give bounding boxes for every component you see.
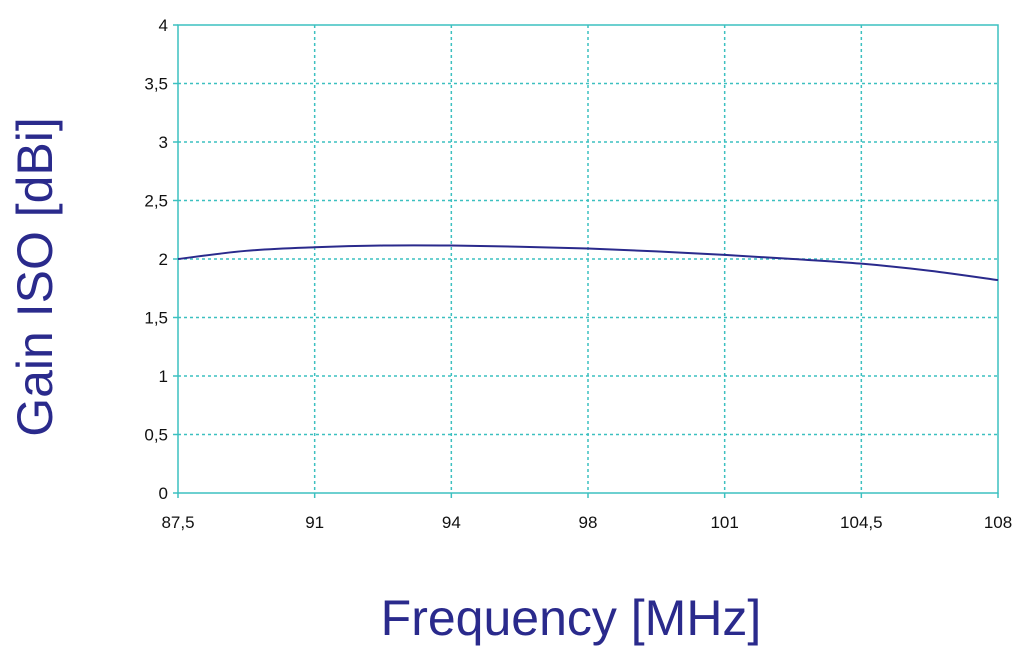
x-tick-label: 91 — [305, 513, 324, 532]
y-tick-label: 3,5 — [144, 75, 168, 94]
y-axis-ticks: 0 0,5 1 1,5 2 2,5 3 3,5 4 — [144, 16, 178, 503]
x-tick-label: 104,5 — [840, 513, 883, 532]
x-tick-label: 94 — [442, 513, 461, 532]
y-tick-label: 0,5 — [144, 426, 168, 445]
y-tick-label: 1,5 — [144, 309, 168, 328]
x-tick-label: 101 — [710, 513, 738, 532]
y-axis-title: Gain ISO [dBi] — [7, 117, 63, 437]
y-tick-label: 1 — [159, 367, 168, 386]
x-tick-label: 98 — [579, 513, 598, 532]
x-tick-label: 87,5 — [161, 513, 194, 532]
y-tick-label: 3 — [159, 133, 168, 152]
x-axis-title: Frequency [MHz] — [381, 590, 762, 646]
y-tick-label: 2 — [159, 250, 168, 269]
y-tick-label: 2,5 — [144, 192, 168, 211]
x-axis-ticks: 87,5 91 94 98 101 104,5 108 — [161, 493, 1012, 532]
series-line-gain — [177, 244, 999, 282]
grid-lines — [178, 25, 998, 493]
y-tick-label: 0 — [159, 484, 168, 503]
y-tick-label: 4 — [159, 16, 168, 35]
x-tick-label: 108 — [984, 513, 1012, 532]
